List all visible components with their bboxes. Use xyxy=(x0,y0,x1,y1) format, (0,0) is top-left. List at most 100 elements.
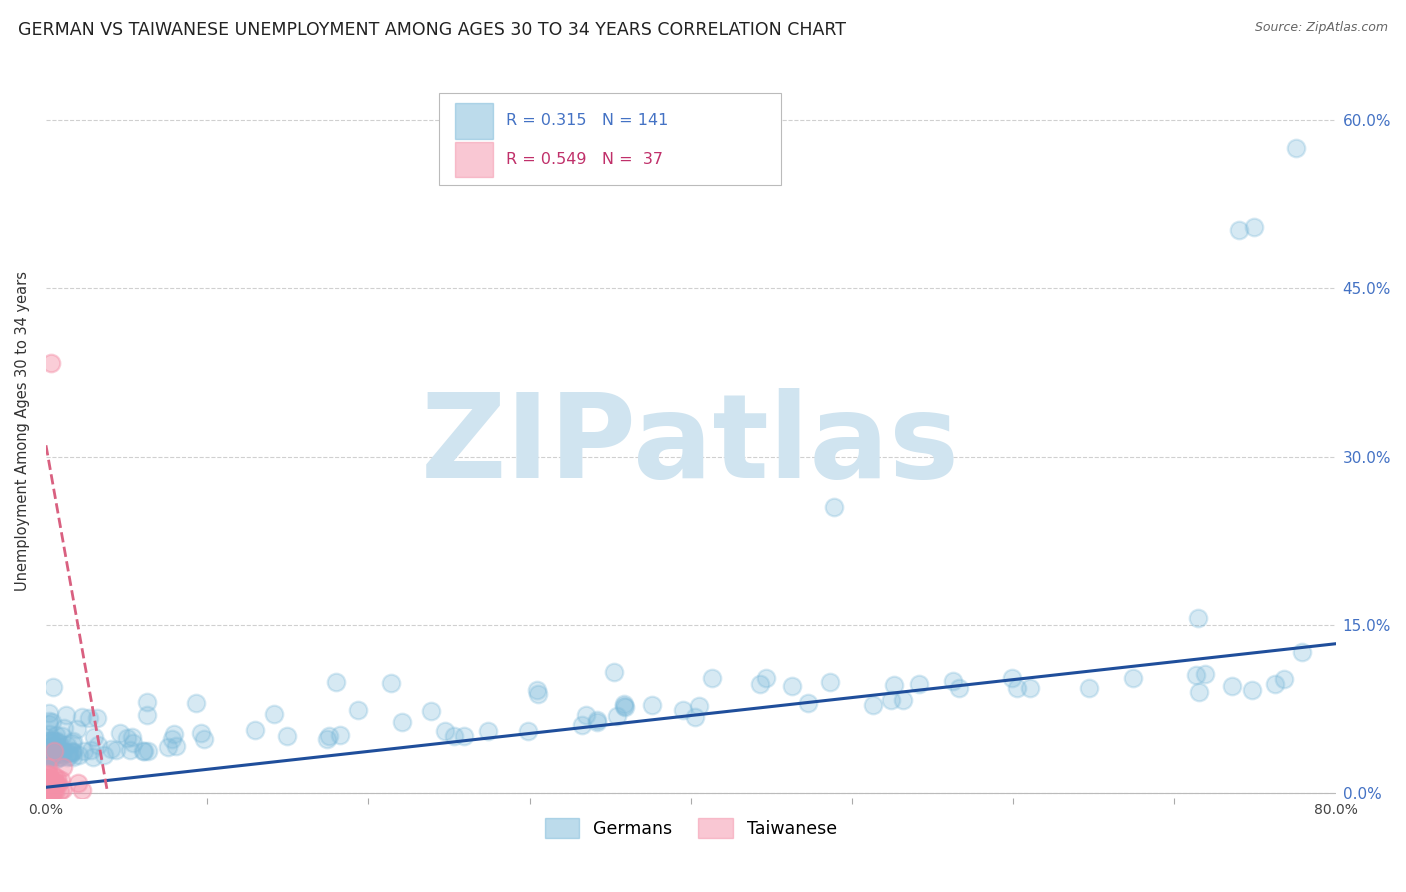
Point xyxy=(44,785,66,799)
Point xyxy=(38,747,60,762)
Point xyxy=(46,772,69,786)
Point xyxy=(1194,667,1216,681)
Point xyxy=(66,776,89,790)
Point xyxy=(56,747,79,761)
Point xyxy=(672,703,695,717)
Point xyxy=(55,707,77,722)
Point xyxy=(575,707,598,722)
Point xyxy=(1185,668,1208,682)
Point xyxy=(39,733,62,747)
Point xyxy=(613,698,636,713)
Point xyxy=(45,751,67,765)
Point xyxy=(1243,219,1265,234)
Point xyxy=(45,743,67,757)
Point xyxy=(1078,681,1101,695)
Point xyxy=(58,749,80,764)
Point xyxy=(641,698,664,712)
Point xyxy=(49,784,72,798)
Point xyxy=(52,760,75,774)
Point xyxy=(1227,223,1250,237)
Point xyxy=(42,778,65,792)
Point xyxy=(443,729,465,743)
Point xyxy=(37,785,59,799)
Point xyxy=(136,708,159,723)
Point xyxy=(48,747,70,761)
Point xyxy=(1005,681,1028,695)
Point xyxy=(1001,671,1024,685)
Point xyxy=(86,711,108,725)
Legend: Germans, Taiwanese: Germans, Taiwanese xyxy=(537,811,844,845)
Point xyxy=(45,727,67,741)
Point xyxy=(193,731,215,746)
Point xyxy=(37,772,59,786)
Point xyxy=(62,745,84,759)
Point xyxy=(83,730,105,744)
Point xyxy=(39,751,62,765)
Point xyxy=(70,710,93,724)
Point xyxy=(329,728,352,742)
Point xyxy=(879,693,901,707)
Point xyxy=(93,748,115,763)
Point xyxy=(62,734,84,748)
Point xyxy=(48,750,70,764)
Point xyxy=(38,733,60,747)
Point xyxy=(38,726,60,740)
Point xyxy=(62,745,84,759)
Point xyxy=(603,665,626,679)
Point xyxy=(190,725,212,739)
Point xyxy=(1187,610,1209,624)
Point xyxy=(66,722,89,736)
Point xyxy=(37,773,59,788)
Point xyxy=(391,714,413,729)
Point xyxy=(37,772,59,787)
Point xyxy=(683,710,706,724)
Point xyxy=(243,723,266,737)
Point xyxy=(908,677,931,691)
Point xyxy=(420,704,443,718)
Point xyxy=(104,743,127,757)
Point xyxy=(38,716,60,731)
Point xyxy=(325,675,347,690)
Point xyxy=(60,743,83,757)
Point xyxy=(39,735,62,749)
Point xyxy=(132,743,155,757)
Point xyxy=(1220,679,1243,693)
Point xyxy=(45,738,67,752)
Point xyxy=(39,780,62,794)
Point xyxy=(37,785,59,799)
Point xyxy=(135,695,157,709)
Point xyxy=(44,769,66,783)
Text: R = 0.315   N = 141: R = 0.315 N = 141 xyxy=(506,113,669,128)
Point xyxy=(526,688,548,702)
Point xyxy=(67,747,90,762)
Point xyxy=(41,748,63,763)
Point xyxy=(45,777,67,791)
Point xyxy=(132,743,155,757)
Point xyxy=(44,775,66,789)
Point xyxy=(100,741,122,756)
Point xyxy=(477,723,499,738)
Point xyxy=(48,777,70,791)
Point xyxy=(37,775,59,789)
Point xyxy=(52,744,75,758)
Point xyxy=(82,749,104,764)
Point xyxy=(44,748,66,763)
Point xyxy=(823,500,845,514)
Point xyxy=(606,709,628,723)
Point xyxy=(52,782,75,797)
Point xyxy=(263,707,285,722)
Point xyxy=(156,740,179,755)
Point xyxy=(42,784,65,798)
Point xyxy=(1264,677,1286,691)
Point xyxy=(318,729,340,743)
Point xyxy=(52,721,75,735)
Point xyxy=(62,750,84,764)
Point xyxy=(79,743,101,757)
Point xyxy=(688,699,710,714)
Point xyxy=(38,772,60,787)
Point xyxy=(453,729,475,743)
Point xyxy=(613,697,636,711)
Point xyxy=(1018,681,1040,696)
Point xyxy=(45,744,67,758)
Point xyxy=(585,714,607,729)
